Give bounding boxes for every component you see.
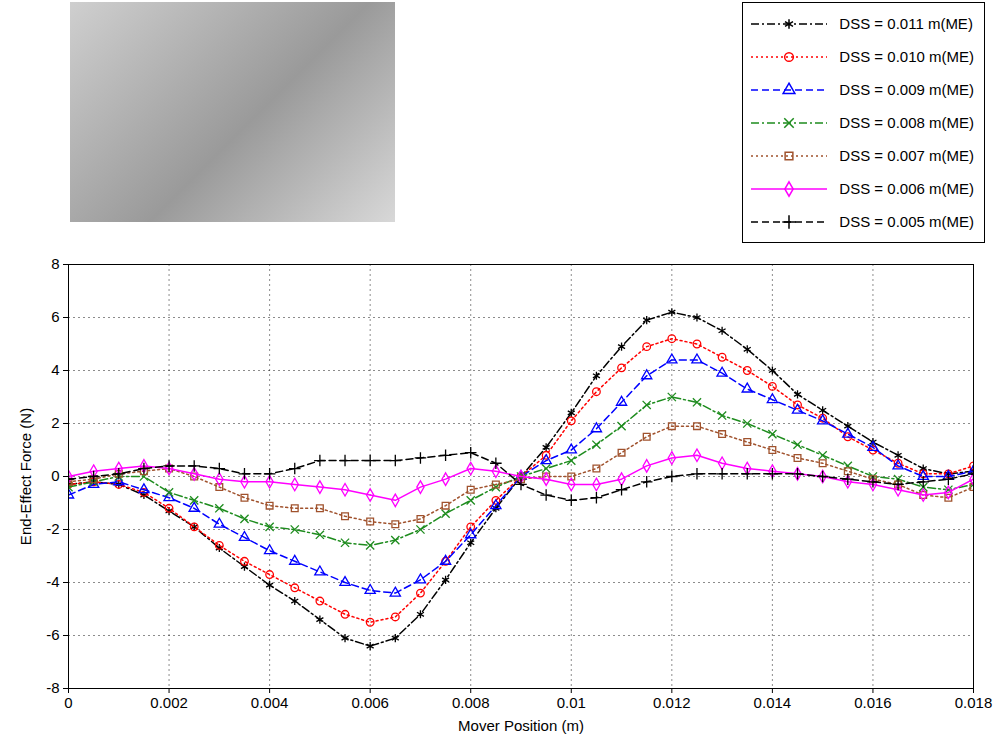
html-text:DSS = 0.007 m(ME): DSS = 0.007 m(ME) [839,147,974,164]
svg-text:6: 6 [51,308,59,325]
svg-text:8: 8 [51,255,59,272]
svg-text:0.01: 0.01 [557,694,586,711]
svg-text:0.008: 0.008 [452,694,490,711]
svg-text:-4: -4 [46,573,59,590]
svg-text:-8: -8 [46,679,59,696]
svg-text:4: 4 [51,361,59,378]
svg-text:-2: -2 [46,520,59,537]
svg-text:0: 0 [64,694,72,711]
html-text:DSS = 0.011 m(ME): DSS = 0.011 m(ME) [839,15,973,32]
html-text:DSS = 0.010 m(ME): DSS = 0.010 m(ME) [839,48,974,65]
html-text:DSS = 0.009 m(ME): DSS = 0.009 m(ME) [839,81,974,98]
svg-text:0: 0 [51,467,59,484]
html-text:DSS = 0.005 m(ME): DSS = 0.005 m(ME) [839,213,974,230]
svg-text:0.012: 0.012 [653,694,691,711]
svg-text:0.018: 0.018 [955,694,993,711]
html-text:DSS = 0.008 m(ME): DSS = 0.008 m(ME) [839,114,974,131]
svg-text:0.014: 0.014 [754,694,792,711]
svg-text:-6: -6 [46,626,59,643]
svg-text:0.002: 0.002 [150,694,188,711]
svg-text:2: 2 [51,414,59,431]
svg-text:Mover Position (m): Mover Position (m) [458,717,584,734]
svg-text:0.006: 0.006 [351,694,389,711]
svg-text:0.016: 0.016 [854,694,892,711]
svg-text:End-Effect Force (N): End-Effect Force (N) [17,408,34,545]
html-text:DSS = 0.006 m(ME): DSS = 0.006 m(ME) [839,180,974,197]
svg-text:0.004: 0.004 [251,694,289,711]
